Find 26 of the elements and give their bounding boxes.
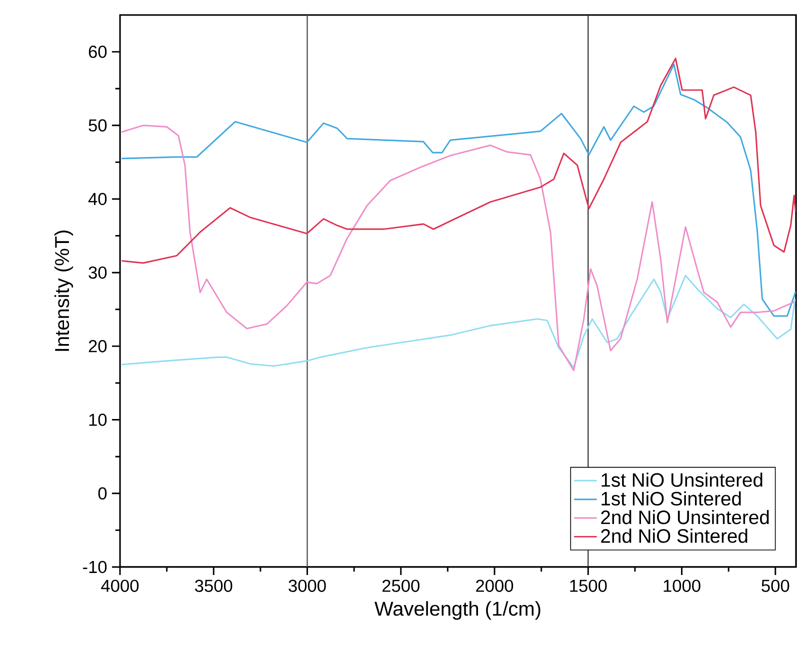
x-tick-label: 2500: [382, 580, 420, 592]
line-series: [120, 64, 796, 317]
y-tick-label: 10: [89, 414, 107, 426]
line-series: [120, 58, 796, 264]
x-tick-label: 3000: [288, 580, 326, 592]
y-axis-title: Intensity (%T): [54, 230, 74, 351]
legend-label: 2nd NiO Unsintered: [601, 510, 769, 524]
x-tick-label: 500: [762, 580, 790, 592]
x-axis-title: Wavelength (1/cm): [374, 601, 540, 620]
y-tick-label: 20: [88, 340, 107, 352]
y-tick-label: 30: [88, 266, 107, 279]
y-tick-label: 60: [88, 46, 107, 58]
y-tick-label: -10: [83, 560, 107, 574]
line-series: [120, 124, 795, 372]
legend-label: 2nd NiO Sintered: [601, 528, 748, 543]
legend-label: 1st NiO Unsintered: [602, 472, 762, 487]
line-series: [120, 274, 796, 368]
x-tick-label: 2000: [476, 580, 514, 592]
x-tick-label: 3500: [195, 580, 232, 592]
y-tick-label: 40: [88, 192, 107, 206]
x-tick-label: 4000: [101, 580, 139, 592]
y-tick-label: 0: [98, 487, 107, 500]
x-tick-label: 1500: [570, 580, 607, 592]
legend-label: 1st NiO Sintered: [602, 491, 741, 506]
y-tick-label: 50: [88, 119, 107, 132]
x-tick-label: 1000: [664, 580, 700, 592]
